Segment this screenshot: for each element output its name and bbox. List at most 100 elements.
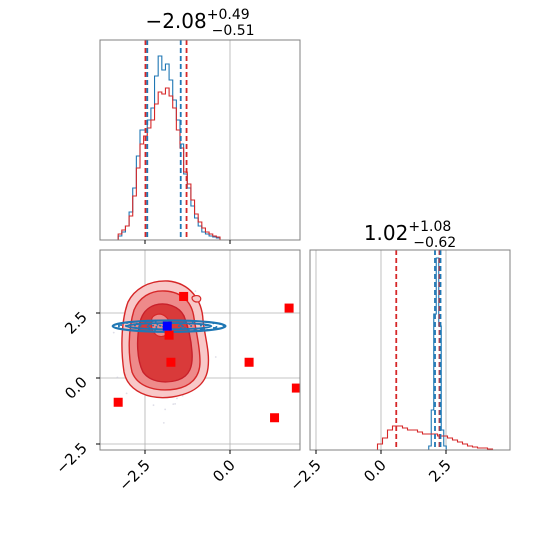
sample-dot (125, 392, 128, 395)
red-point-3 (179, 291, 189, 301)
joint-frame (99, 249, 301, 451)
sample-dot (172, 403, 175, 406)
x-marginal-histograms (117, 55, 221, 240)
red-point-1 (164, 330, 174, 340)
y-title-main: 1.02 (364, 221, 409, 245)
sample-dot (194, 290, 197, 293)
y-marginal-title: 1.02+1.08 −0.62 (364, 219, 456, 251)
x-title-sub: −0.51 (212, 23, 255, 39)
blue-sample-dot (206, 324, 209, 327)
blue-sample-dot (148, 328, 151, 331)
joint-blue-point (162, 321, 172, 331)
x-marginal-frame (99, 39, 301, 241)
x-title-sup: +0.49 (207, 7, 250, 23)
y-marginal-quantile-lines (395, 250, 442, 450)
blue-sample-dot (135, 322, 138, 325)
blue-sample-dot (222, 324, 225, 327)
blue-sample-dot (181, 325, 184, 328)
blue-sample-dot (196, 327, 199, 330)
red-point-4 (244, 357, 254, 367)
contour-islet (191, 295, 202, 303)
blue-sample-dot (125, 325, 128, 328)
sample-dot (164, 408, 167, 411)
histogram-series-0 (428, 257, 447, 450)
blue-sample-dot (199, 324, 202, 327)
blue-sample-dot (134, 326, 137, 329)
blue-sample-dot (212, 326, 215, 329)
blue-point (162, 321, 172, 331)
blue-sample-dot (179, 323, 182, 326)
blue-sample-dot (177, 325, 180, 328)
blue-sample-dot (179, 326, 182, 329)
blue-sample-dot (183, 321, 186, 324)
y-title-sub: −0.62 (413, 235, 456, 251)
blue-sample-dot (133, 324, 136, 327)
x-title-main: −2.08 (145, 9, 206, 33)
histogram-series-1 (376, 425, 494, 450)
red-point-6 (284, 303, 294, 313)
blue-sample-dot (120, 324, 123, 327)
blue-sample-dot (158, 324, 161, 327)
blue-sample-dot (152, 324, 155, 327)
blue-sample-dot (175, 321, 178, 324)
red-point-7 (291, 383, 300, 393)
blue-sample-dot (199, 328, 202, 331)
blue-sample-dot (144, 321, 147, 324)
y-marginal-tick-label-0.0: 0.0 (360, 456, 390, 486)
histogram-series-1 (117, 87, 221, 240)
blue-sample-dot (177, 321, 180, 324)
joint-x-tick-label-neg2.5: −2.5 (115, 456, 153, 494)
y-title-sup: +1.08 (408, 219, 451, 235)
sample-dot (116, 376, 119, 379)
joint-red-points (113, 291, 300, 423)
blue-sample-dot (138, 325, 141, 328)
blue-sample-dot (172, 322, 175, 325)
blue-sample-dot (148, 326, 151, 329)
blue-sample-dot (151, 320, 154, 323)
x-marginal-title: −2.08+0.49 −0.51 (145, 7, 254, 39)
blue-sample-dot (191, 321, 194, 324)
blue-sample-dot (130, 326, 133, 329)
blue-sample-dot (117, 325, 120, 328)
joint-x-tick-label-0.0: 0.0 (209, 456, 239, 486)
blue-sample-dot (214, 326, 217, 329)
blue-sample-dot (188, 322, 191, 325)
red-point-5 (270, 413, 280, 423)
blue-sample-dot (193, 328, 196, 331)
red-point-0 (113, 397, 123, 407)
joint-panel: −2.5 0.0 2.5 0.0 −2.5 (52, 249, 301, 495)
blue-sample-dot (155, 327, 158, 330)
x-marginal-quantile-lines (144, 40, 188, 240)
red-point-2 (166, 357, 176, 367)
blue-sample-dot (149, 323, 152, 326)
x-marginal-panel: −2.08+0.49 −0.51 (99, 7, 301, 244)
blue-sample-dot (146, 325, 149, 328)
y-marginal-frame (309, 249, 511, 451)
blue-sample-dot (154, 328, 157, 331)
sample-dot (176, 397, 178, 400)
sample-dot (112, 331, 115, 334)
blue-sample-dot (156, 323, 159, 326)
blue-sample-dot (202, 328, 205, 331)
y-marginal-histograms (376, 257, 494, 450)
blue-sample-dot (193, 322, 196, 325)
sample-dot (162, 421, 165, 424)
joint-ticks (96, 312, 231, 454)
y-marginal-grid (315, 250, 447, 450)
y-marginal-tick-label-neg2.5: −2.5 (286, 456, 324, 494)
joint-y-tick-label-neg2.5: −2.5 (52, 439, 90, 477)
y-marginal-tick-label-2.5: 2.5 (425, 456, 455, 486)
sample-dot (152, 404, 155, 407)
blue-sample-dot (138, 328, 141, 331)
blue-sample-dot (129, 323, 132, 326)
blue-sample-dot (190, 324, 193, 327)
blue-sample-dot (184, 327, 187, 330)
joint-y-tick-label-0.0: 0.0 (61, 373, 91, 403)
histogram-series-0 (117, 55, 221, 240)
blue-sample-dot (206, 328, 209, 331)
blue-sample-dot (219, 322, 222, 325)
y-marginal-panel: −2.5 0.0 2.5 1.02+1.08 −0.62 (286, 219, 511, 495)
blue-sample-dot (125, 321, 128, 324)
blue-sample-dot (187, 329, 190, 332)
